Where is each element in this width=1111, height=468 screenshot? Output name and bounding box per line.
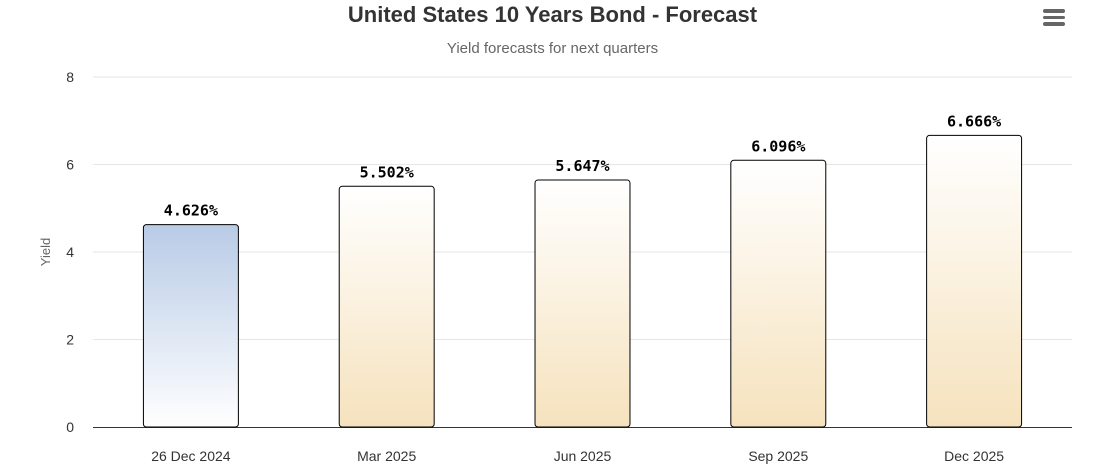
bar-4[interactable] [926,134,1023,428]
y-tick-label: 8 [66,69,74,85]
y-tick-label: 2 [66,332,74,348]
y-tick-label: 4 [66,244,74,260]
hamburger-menu-icon[interactable] [1041,6,1067,28]
bar-3[interactable] [730,159,827,428]
x-tick-label: 26 Dec 2024 [151,448,231,464]
bar-0[interactable] [142,224,239,428]
data-label: 4.626% [164,202,218,220]
y-tick-label: 6 [66,157,74,173]
x-tick-label: Jun 2025 [554,448,612,464]
chart-subtitle: Yield forecasts for next quarters [446,40,659,57]
data-label: 6.096% [751,137,805,155]
x-tick-label: Dec 2025 [944,448,1004,464]
y-tick-label: 0 [66,419,74,435]
x-tick-label: Mar 2025 [357,448,416,464]
bar-1[interactable] [338,185,435,428]
chart-title: United States 10 Years Bond - Forecast [347,2,758,27]
bar-2[interactable] [534,179,631,428]
data-label: 5.502% [360,163,414,181]
data-label: 5.647% [555,157,609,175]
x-tick-label: Sep 2025 [748,448,808,464]
y-axis-title: Yield [38,238,53,266]
data-label: 6.666% [947,112,1001,130]
